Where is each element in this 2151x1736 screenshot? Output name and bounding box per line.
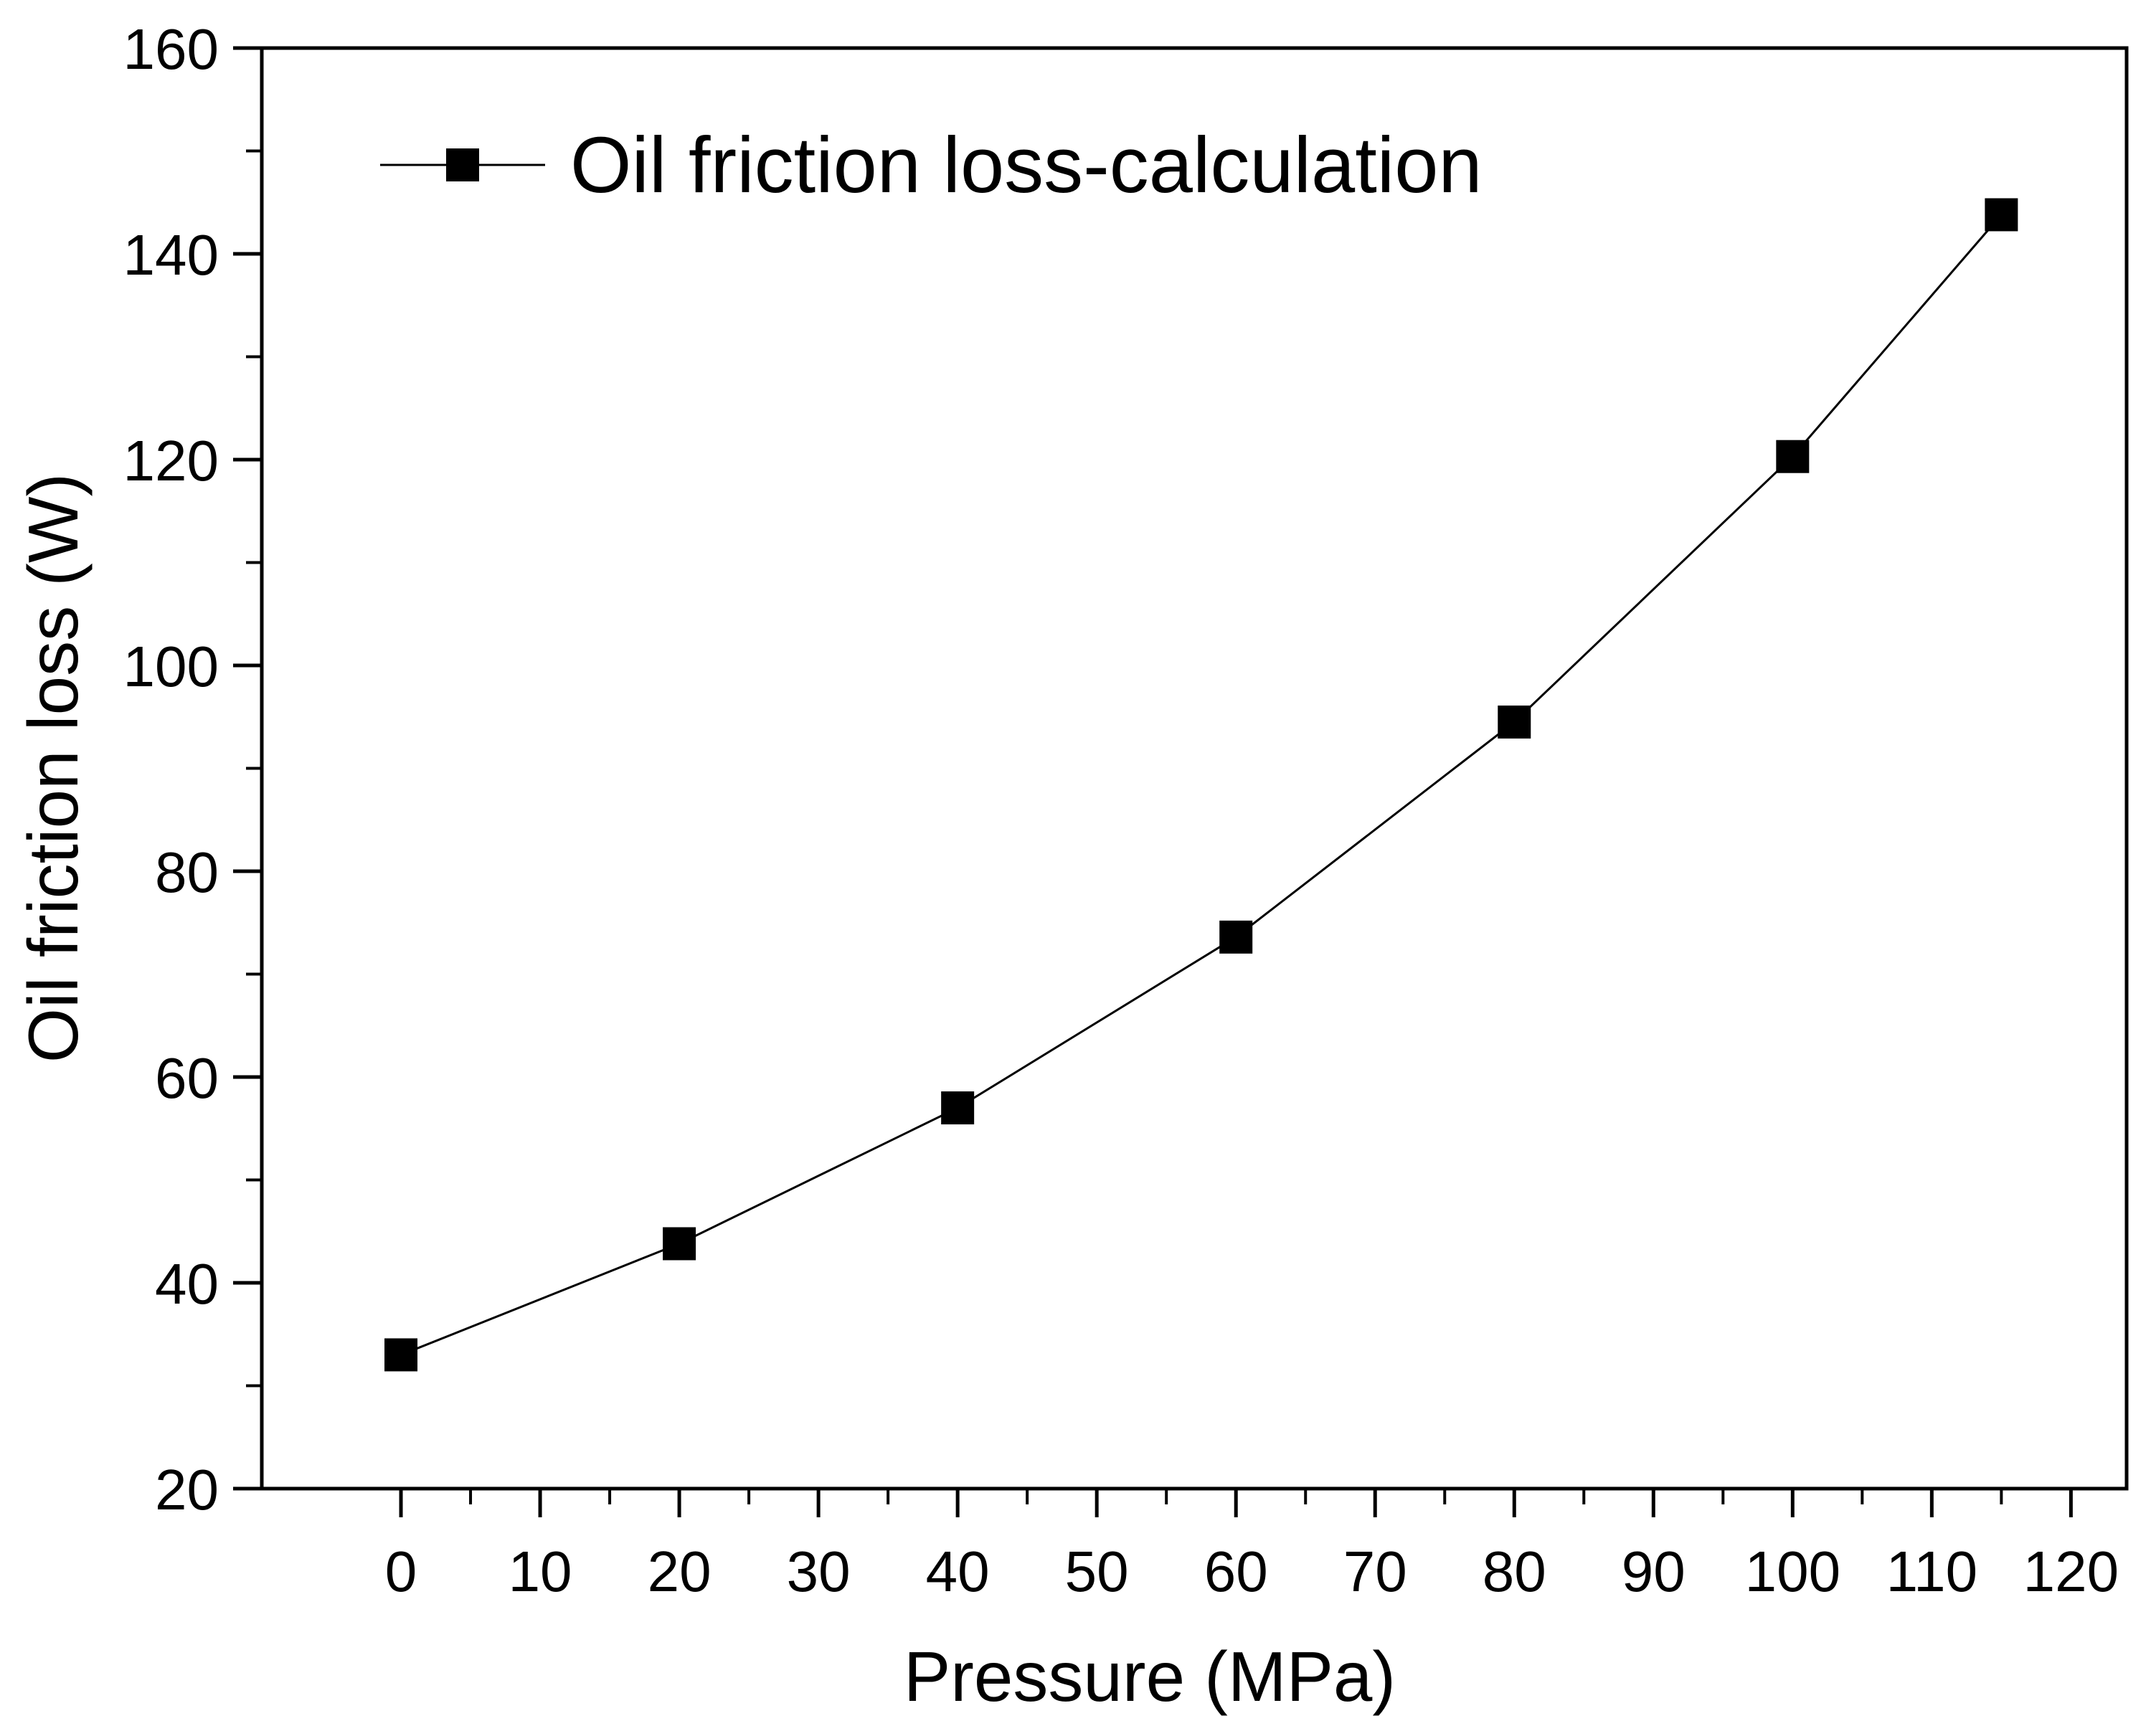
y-tick-label: 20 [155, 1458, 219, 1522]
legend-label: Oil friction loss-calculation [570, 121, 1483, 209]
y-tick-label: 160 [123, 17, 219, 81]
y-tick-label: 140 [123, 223, 219, 287]
series-layer [384, 198, 2018, 1372]
legend: Oil friction loss-calculation [380, 121, 1483, 209]
y-tick-label: 100 [123, 635, 219, 698]
x-axis-title: Pressure (MPa) [904, 1637, 1396, 1716]
x-tick-label: 120 [2023, 1540, 2119, 1603]
x-tick-label: 0 [385, 1540, 417, 1603]
x-tick-label: 110 [1886, 1540, 1978, 1603]
x-tick-label: 40 [926, 1540, 990, 1603]
y-axis-title: Oil friction loss (W) [14, 473, 93, 1063]
x-tick-label: 60 [1204, 1540, 1268, 1603]
plot-frame [260, 46, 2129, 1491]
data-point-marker [1219, 920, 1253, 954]
x-tick-label: 30 [787, 1540, 851, 1603]
legend-marker-square [446, 148, 479, 181]
data-point-marker [663, 1227, 696, 1261]
x-tick-label: 100 [1745, 1540, 1840, 1603]
x-tick-label: 50 [1065, 1540, 1129, 1603]
axis-ticks: 0 10 20 30 40 50 60 70 80 90 100 110 120 20 40 60 80 100 1… [123, 17, 2119, 1603]
y-tick-label: 120 [123, 429, 219, 493]
y-tick-label: 40 [155, 1252, 219, 1316]
series-line [400, 214, 2003, 1356]
x-tick-label: 80 [1483, 1540, 1546, 1603]
data-point-marker [384, 1338, 418, 1372]
y-tick-label: 80 [155, 840, 219, 904]
x-tick-label: 10 [509, 1540, 572, 1603]
y-tick-label: 60 [155, 1046, 219, 1110]
data-point-marker [941, 1091, 975, 1125]
data-point-marker [1776, 440, 1810, 473]
data-point-marker [1985, 198, 2018, 232]
data-point-marker [1498, 705, 1531, 739]
x-tick-label: 20 [648, 1540, 712, 1603]
x-tick-label: 90 [1622, 1540, 1686, 1603]
x-tick-label: 70 [1343, 1540, 1407, 1603]
